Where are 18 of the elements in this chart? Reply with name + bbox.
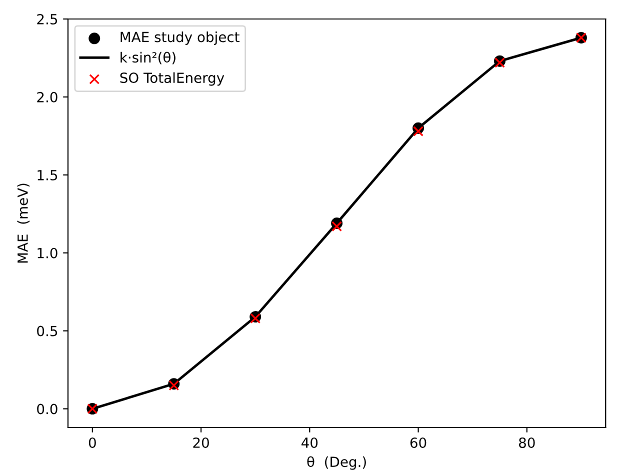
y-tick-label: 0.0 (37, 404, 58, 414)
point (332, 221, 342, 232)
y-tick-label: 2.5 (37, 14, 58, 24)
y-tick-label: 0.5 (37, 326, 58, 336)
y-tick-label: 2.0 (37, 92, 58, 102)
legend-label: SO TotalEnergy (120, 72, 224, 86)
x-tick-label: 80 (518, 437, 535, 448)
y-axis-title: MAE (meV) (17, 184, 30, 263)
x-axis-title: θ (Deg.) (307, 456, 366, 470)
legend-label: MAE study object (120, 32, 240, 45)
x-tick-label: 40 (302, 437, 318, 448)
x-tick-label: 0 (88, 437, 96, 448)
y-tick-label: 1.5 (38, 170, 58, 180)
legend-label: k·sin²(θ) (120, 52, 176, 64)
x-tick-label: 60 (410, 437, 426, 448)
y-tick-label: 1.0 (38, 248, 58, 258)
point (413, 126, 424, 136)
x-tick-label: 20 (193, 437, 209, 448)
